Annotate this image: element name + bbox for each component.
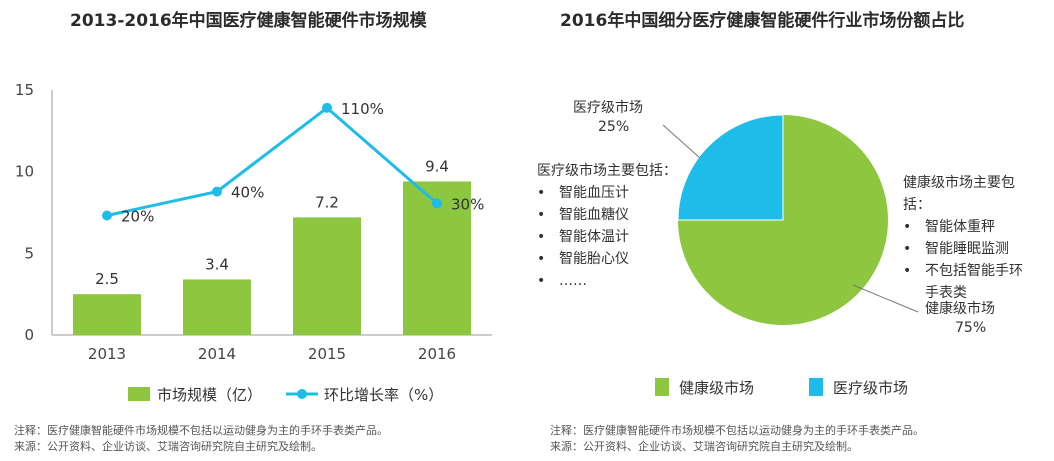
y-tick-label: 0	[24, 326, 34, 344]
list-item: • 智能体重秤	[903, 216, 1023, 238]
pie-label-medical-name: 医疗级市场	[573, 100, 643, 116]
leader-line-medical	[662, 124, 701, 159]
list-item-label: 智能血压计	[559, 185, 629, 201]
pie-label-health-name: 健康级市场	[925, 301, 995, 317]
health-market-annotation: 健康级市场主要包 括： • 智能体重秤 • 智能睡眠监测 • 不包括智能手环 手表类	[903, 172, 1023, 304]
bullet-icon: •	[537, 251, 546, 267]
line-data-label: 40%	[231, 184, 264, 202]
list-item: • 智能血糖仪	[537, 204, 677, 226]
line-point	[212, 186, 222, 197]
list-item: 手表类	[903, 282, 1023, 304]
y-tick-label: 15	[15, 81, 34, 99]
pie-label-health-value: 75%	[955, 320, 987, 336]
source-text: 来源：公开资料、企业访谈、艾瑞咨询研究院自主研究及绘制。	[550, 440, 858, 453]
bar	[183, 279, 251, 335]
list-item-label: 智能血糖仪	[559, 207, 629, 223]
health-annotation-heading: 健康级市场主要包	[903, 175, 1015, 191]
bar-data-label: 9.4	[425, 157, 449, 175]
bar-data-label: 3.4	[205, 255, 229, 273]
bullet-icon: •	[537, 229, 546, 245]
legend-label-health: 健康级市场	[679, 379, 754, 397]
leader-line-health	[852, 284, 919, 313]
x-tick-label: 2015	[308, 345, 346, 363]
legend-swatch-medical	[809, 378, 823, 396]
list-item-label: 不包括智能手环	[925, 263, 1023, 279]
pie-slice-medical	[677, 114, 784, 221]
medical-annotation-heading: 医疗级市场主要包括：	[537, 163, 677, 179]
bullet-icon: •	[537, 273, 546, 289]
list-item-label: 智能体温计	[559, 229, 629, 245]
list-item-label: ……	[559, 273, 587, 289]
x-tick-label: 2014	[198, 345, 236, 363]
pie-label-medical-value: 25%	[598, 119, 630, 135]
list-item-label: 智能睡眠监测	[925, 241, 1009, 257]
source-text: 来源：公开资料、企业访谈、艾瑞咨询研究院自主研究及绘制。	[14, 440, 322, 453]
x-tick-label: 2016	[418, 345, 456, 363]
y-tick-label: 10	[15, 163, 34, 181]
bar	[293, 217, 361, 335]
note-text: 注释：医疗健康智能硬件市场规模不包括以运动健身为主的手环手表类产品。	[550, 424, 924, 437]
bullet-icon: •	[903, 241, 912, 257]
legend-label-medical: 医疗级市场	[833, 379, 908, 397]
list-item: • 智能体温计	[537, 226, 677, 248]
line-point	[102, 210, 112, 221]
legend-swatch-health	[655, 378, 669, 396]
right-chart-title: 2016年中国细分医疗健康智能硬件行业市场份额占比	[560, 11, 965, 31]
health-annotation-heading-cont: 括：	[903, 197, 931, 213]
bullet-icon: •	[537, 185, 546, 201]
list-item-label: 智能体重秤	[925, 219, 995, 235]
list-item-label-cont: 手表类	[925, 285, 967, 301]
list-item: • 不包括智能手环	[903, 260, 1023, 282]
legend-label-line: 环比增长率（%）	[324, 386, 443, 404]
note-text: 注释：医疗健康智能硬件市场规模不包括以运动健身为主的手环手表类产品。	[14, 424, 388, 437]
list-item-label: 智能胎心仪	[559, 251, 629, 267]
bullet-icon: •	[537, 207, 546, 223]
bar-data-label: 7.2	[315, 193, 339, 211]
left-chart-title: 2013-2016年中国医疗健康智能硬件市场规模	[70, 11, 427, 31]
bullet-icon: •	[903, 263, 912, 279]
growth-rate-line	[106, 105, 438, 217]
line-data-label: 20%	[121, 207, 154, 225]
right-note: 注释：医疗健康智能硬件市场规模不包括以运动健身为主的手环手表类产品。 来源：公开…	[550, 423, 924, 455]
medical-market-annotation: 医疗级市场主要包括： • 智能血压计 • 智能血糖仪 • 智能体温计 • 智能胎心仪 •…	[537, 160, 677, 292]
legend-marker-line	[297, 389, 307, 399]
bar-data-label: 2.5	[95, 270, 119, 288]
bullet-icon: •	[903, 219, 912, 235]
line-data-label: 30%	[451, 196, 484, 214]
line-data-label: 110%	[341, 100, 384, 118]
x-tick-label: 2013	[88, 345, 126, 363]
list-item: • 智能血压计	[537, 182, 677, 204]
left-note: 注释：医疗健康智能硬件市场规模不包括以运动健身为主的手环手表类产品。 来源：公开…	[14, 423, 388, 455]
line-point	[322, 102, 332, 113]
list-item: • 智能睡眠监测	[903, 238, 1023, 260]
legend-swatch-bar	[128, 387, 150, 401]
line-point	[432, 198, 442, 209]
bar	[73, 294, 141, 335]
y-tick-label: 5	[24, 244, 34, 262]
list-item: • ……	[537, 270, 677, 292]
legend-label-bar: 市场规模（亿）	[157, 386, 262, 404]
list-item: • 智能胎心仪	[537, 248, 677, 270]
